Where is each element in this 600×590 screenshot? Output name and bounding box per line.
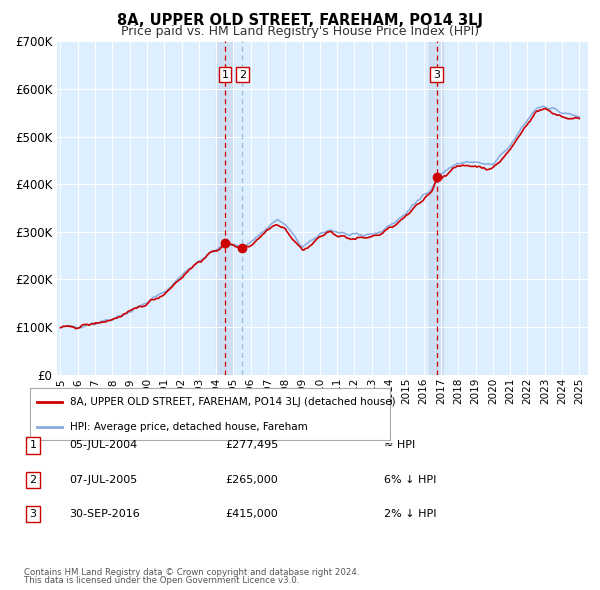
Text: ≈ HPI: ≈ HPI — [384, 441, 415, 450]
Text: 3: 3 — [433, 70, 440, 80]
Text: 8A, UPPER OLD STREET, FAREHAM, PO14 3LJ (detached house): 8A, UPPER OLD STREET, FAREHAM, PO14 3LJ … — [70, 397, 395, 407]
Text: 07-JUL-2005: 07-JUL-2005 — [69, 475, 137, 484]
Bar — [216, 41, 233, 375]
Text: 05-JUL-2004: 05-JUL-2004 — [69, 441, 137, 450]
Text: £277,495: £277,495 — [225, 441, 278, 450]
Text: 8A, UPPER OLD STREET, FAREHAM, PO14 3LJ: 8A, UPPER OLD STREET, FAREHAM, PO14 3LJ — [117, 13, 483, 28]
Text: 3: 3 — [29, 509, 37, 519]
Text: 1: 1 — [221, 70, 229, 80]
Text: Contains HM Land Registry data © Crown copyright and database right 2024.: Contains HM Land Registry data © Crown c… — [24, 568, 359, 577]
Text: Price paid vs. HM Land Registry's House Price Index (HPI): Price paid vs. HM Land Registry's House … — [121, 25, 479, 38]
Text: 1: 1 — [29, 441, 37, 450]
Text: 2% ↓ HPI: 2% ↓ HPI — [384, 509, 437, 519]
Text: £415,000: £415,000 — [225, 509, 278, 519]
Text: This data is licensed under the Open Government Licence v3.0.: This data is licensed under the Open Gov… — [24, 576, 299, 585]
Text: 2: 2 — [29, 475, 37, 484]
Text: 2: 2 — [239, 70, 246, 80]
Text: HPI: Average price, detached house, Fareham: HPI: Average price, detached house, Fare… — [70, 422, 307, 431]
Text: 6% ↓ HPI: 6% ↓ HPI — [384, 475, 436, 484]
Text: 30-SEP-2016: 30-SEP-2016 — [69, 509, 140, 519]
Text: £265,000: £265,000 — [225, 475, 278, 484]
Bar — [429, 41, 443, 375]
